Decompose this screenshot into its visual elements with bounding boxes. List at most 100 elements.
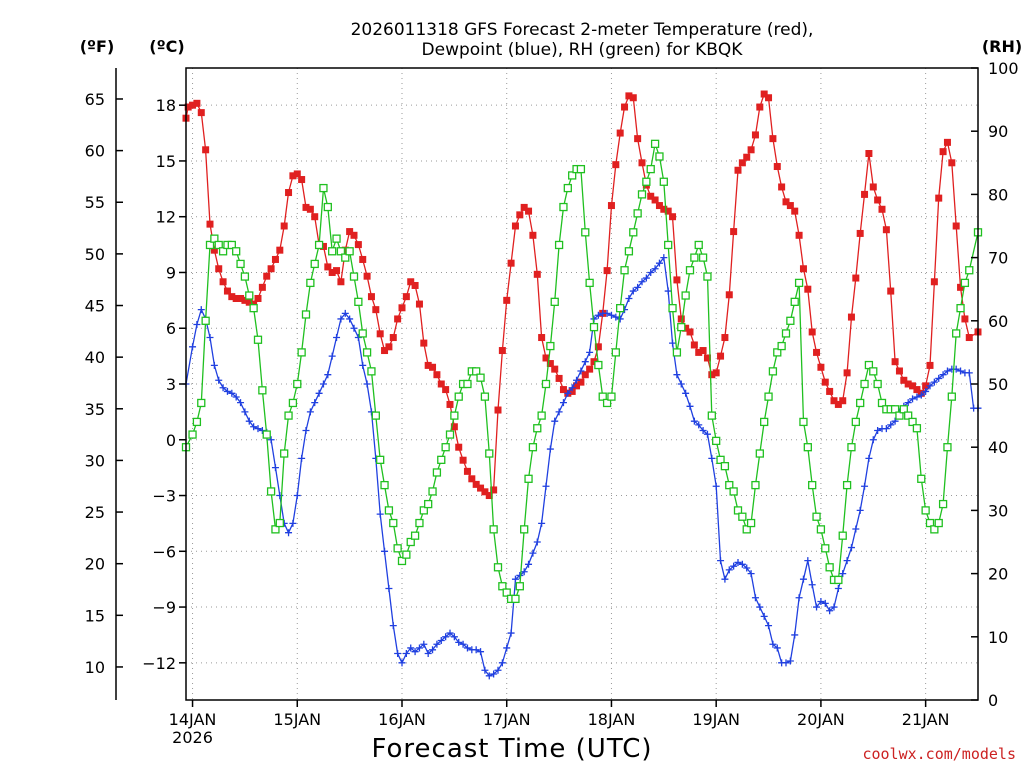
dewpoint-point	[581, 358, 589, 366]
rh-point	[328, 247, 337, 256]
dewpoint-point	[228, 389, 236, 397]
temperature-point	[856, 229, 864, 237]
dewpoint-point	[765, 622, 773, 630]
dewpoint-point	[756, 603, 764, 611]
temperature-point	[673, 276, 681, 284]
rh-point	[707, 411, 716, 420]
dewpoint-point	[337, 315, 345, 323]
dewpoint-point	[289, 519, 297, 527]
dewpoint-point	[551, 417, 559, 425]
rh-point	[480, 392, 490, 401]
temperature-point	[546, 360, 554, 368]
dewpoint-point	[839, 570, 847, 578]
dewpoint-point	[642, 274, 650, 282]
temperature-point	[913, 386, 921, 394]
temperature-point	[223, 287, 231, 295]
dewpoint-point	[411, 648, 419, 656]
temperature-point	[298, 176, 306, 184]
rh-tick-label: 50	[988, 375, 1008, 394]
celsius-axis: 18 15 12 9 6 3 0 −3 −6 −9 −12	[142, 96, 186, 673]
rh-tick-label: 20	[988, 565, 1008, 584]
dewpoint-point	[341, 309, 349, 317]
temperature-point	[922, 382, 930, 390]
dewpoint-point	[503, 644, 511, 652]
rh-point	[332, 234, 341, 243]
dewpoint-point	[463, 644, 471, 652]
rh-point	[838, 531, 847, 540]
rh-point	[358, 329, 367, 338]
celsius-tick-label: −12	[142, 654, 176, 673]
dewpoint-point	[577, 367, 585, 375]
temperature-point	[738, 159, 746, 167]
dewpoint-point	[852, 525, 860, 533]
dewpoint-point	[799, 575, 807, 583]
temperature-point	[206, 220, 214, 228]
temperature-series	[182, 90, 982, 500]
dewpoint-point	[350, 324, 358, 332]
temperature-point	[429, 363, 437, 371]
site-credit: coolwx.com/models	[862, 745, 1016, 763]
temperature-point	[354, 241, 362, 249]
temperature-point	[472, 480, 480, 488]
dewpoint-point	[957, 367, 965, 375]
dewpoint-point	[930, 378, 938, 386]
celsius-tick-label: 6	[166, 319, 176, 338]
temperature-point	[778, 183, 786, 191]
fahrenheit-tick-label: 10	[85, 658, 105, 677]
dewpoint-line	[185, 255, 978, 677]
dewpoint-point	[271, 464, 279, 472]
temperature-point	[961, 315, 969, 323]
rh-point	[733, 506, 743, 515]
rh-point	[965, 266, 974, 275]
temperature-point	[634, 135, 642, 143]
time-tick-label: 16JAN	[378, 710, 426, 729]
dewpoint-point	[210, 361, 218, 369]
rh-point	[415, 518, 424, 528]
temperature-point	[830, 397, 838, 405]
time-tick-label: 19JAN	[692, 710, 740, 729]
temperature-point	[826, 387, 834, 395]
celsius-tick-label: 18	[156, 96, 176, 115]
rh-point	[253, 335, 263, 344]
dewpoint-point	[385, 584, 393, 592]
temperature-point	[804, 285, 812, 293]
dewpoint-point	[834, 584, 842, 592]
temperature-point	[734, 166, 742, 174]
dewpoint-point	[206, 334, 214, 342]
temperature-point	[189, 101, 197, 109]
temperature-point	[943, 138, 951, 146]
dewpoint-point	[520, 568, 528, 576]
dewpoint-point	[882, 425, 890, 433]
rh-point	[672, 348, 682, 357]
rh-point	[899, 405, 908, 414]
rh-point	[637, 190, 647, 199]
rh-point	[821, 544, 830, 553]
dewpoint-point	[250, 423, 258, 431]
temperature-point	[655, 202, 663, 210]
dewpoint-point	[219, 384, 227, 392]
dewpoint-point	[363, 380, 371, 388]
dewpoint-point	[193, 321, 201, 329]
temperature-point	[477, 484, 485, 492]
rh-point	[341, 253, 350, 262]
rh-point	[197, 398, 206, 408]
temperature-point	[843, 369, 851, 377]
dewpoint-point	[708, 454, 716, 462]
dewpoint-point	[760, 612, 768, 620]
rh-point	[424, 499, 433, 509]
temperature-point	[821, 378, 829, 386]
dewpoint-point	[817, 597, 825, 605]
rh-point	[371, 411, 380, 420]
dewpoint-point	[538, 519, 546, 527]
rh-point	[485, 449, 494, 458]
rh-point	[655, 152, 664, 161]
rh-point	[773, 348, 782, 357]
temperature-point	[245, 298, 253, 306]
rh-point	[607, 392, 616, 401]
temperature-point	[594, 343, 602, 351]
dewpoint-point	[594, 311, 602, 319]
rh-tick-label: 70	[988, 249, 1008, 268]
dewpoint-point	[869, 436, 877, 444]
